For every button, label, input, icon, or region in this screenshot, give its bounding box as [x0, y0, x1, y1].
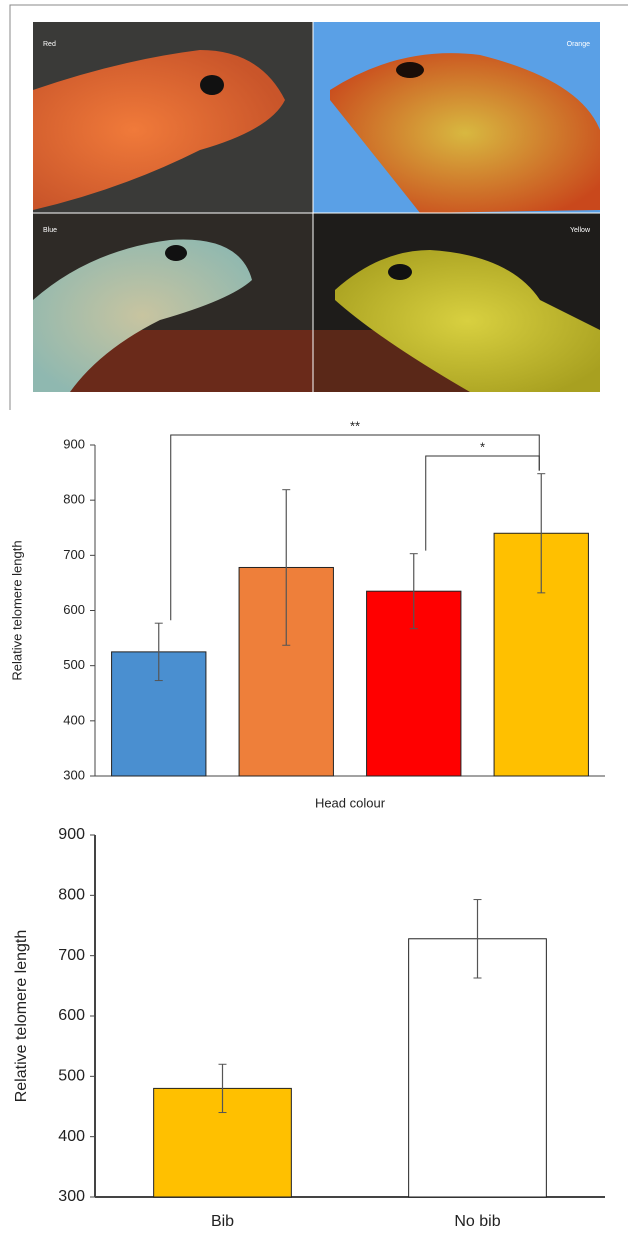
significance-bracket [171, 435, 540, 620]
photo-panel: Red Orange Blue Yellow [10, 5, 628, 410]
x-tick-label: No bib [454, 1213, 500, 1230]
y-tick-label: 700 [63, 547, 85, 562]
y-axis-label: Relative telomere length [13, 930, 30, 1103]
y-tick-label: 400 [63, 712, 85, 727]
x-tick-label: Bib [211, 1213, 234, 1230]
figure: Red Orange Blue Yellow 300 400 500 600 700 80… [0, 0, 637, 1231]
y-tick-label: 800 [63, 492, 85, 507]
photo-label: Yellow [570, 227, 591, 234]
y-tick-label: 900 [63, 436, 85, 451]
y-tick-label: 800 [58, 887, 85, 904]
photo-label: Red [43, 41, 56, 48]
y-tick-label: 400 [58, 1128, 85, 1145]
y-tick-label: 600 [58, 1007, 85, 1024]
photo-label: Blue [43, 227, 57, 234]
y-tick-label: 500 [63, 657, 85, 672]
significance-label: ** [350, 418, 360, 433]
photo-label: Orange [567, 41, 590, 48]
y-tick-label: 600 [63, 602, 85, 617]
significance-label: * [480, 439, 485, 454]
y-tick-label: 500 [58, 1068, 85, 1085]
y-tick-label: 300 [63, 767, 85, 782]
y-tick-label: 700 [58, 947, 85, 964]
y-axis-label: Relative telomere length [9, 540, 24, 680]
x-axis-label: Head colour [315, 795, 386, 810]
y-tick-label: 900 [58, 826, 85, 843]
y-tick-label: 300 [58, 1188, 85, 1205]
